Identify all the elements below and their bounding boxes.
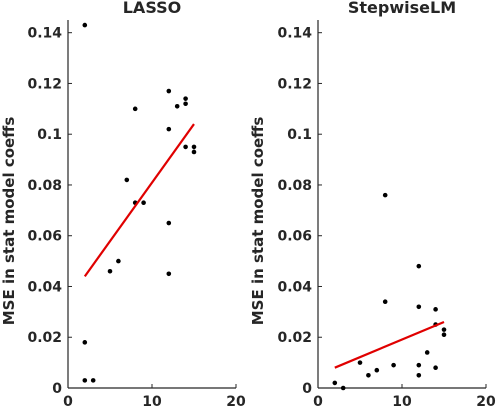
y-tick-label: 0.08 (277, 178, 312, 194)
data-point (416, 362, 422, 368)
data-point (191, 144, 197, 150)
data-point (132, 106, 138, 112)
data-point (441, 327, 447, 332)
data-point (357, 360, 363, 365)
y-tick-label: 0.14 (277, 26, 312, 42)
y-tick-label: 0.04 (27, 279, 62, 295)
data-point (332, 380, 338, 386)
data-point (124, 177, 130, 183)
data-point (174, 103, 180, 109)
y-tick-label: 0.14 (27, 26, 62, 42)
data-point (433, 365, 438, 370)
data-point (183, 96, 188, 101)
y-tick-label: 0.04 (277, 279, 312, 295)
data-point (391, 362, 396, 368)
data-point (116, 258, 121, 264)
data-point (166, 271, 172, 277)
data-point (433, 307, 438, 312)
y-tick-label: 0.02 (27, 330, 62, 346)
fit-line (83, 123, 195, 277)
x-tick-label: 10 (142, 394, 162, 408)
axes: 0 0.02 0.04 0.06 0.08 0.1 0.12 0.14 0 10 20 (277, 20, 496, 408)
chart-title: StepwiseLM (348, 0, 456, 17)
chart-title: LASSO (123, 0, 182, 17)
fit-line (334, 320, 445, 369)
data-point (90, 378, 96, 383)
x-tick-label: 0 (63, 394, 73, 408)
y-tick-label: 0.12 (277, 76, 312, 92)
data-point (416, 304, 422, 310)
marks (82, 22, 197, 383)
x-tick-label: 20 (226, 394, 246, 408)
data-point (107, 268, 113, 274)
data-point (82, 340, 88, 345)
data-point (82, 22, 88, 28)
data-point (382, 192, 388, 198)
data-point (374, 367, 380, 373)
data-point (166, 126, 172, 132)
y-tick-label: 0.02 (277, 330, 312, 346)
y-axis-label: MSE in stat model coeffs (249, 117, 267, 326)
x-tick-label: 0 (313, 394, 323, 408)
marks (332, 192, 447, 391)
data-point (183, 144, 188, 150)
data-point (366, 373, 371, 378)
x-tick-label: 20 (476, 394, 496, 408)
data-point (183, 101, 188, 107)
data-point (141, 200, 146, 206)
data-point (416, 263, 422, 269)
y-axis-label: MSE in stat model coeffs (0, 117, 18, 326)
data-point (340, 385, 346, 391)
axes: 0 0.02 0.04 0.06 0.08 0.1 0.12 0.14 0 10 20 (27, 20, 246, 408)
y-tick-label: 0 (302, 381, 312, 397)
y-tick-label: 0.1 (287, 127, 312, 143)
data-point (82, 378, 88, 383)
y-tick-label: 0.08 (27, 178, 62, 194)
y-tick-label: 0 (52, 381, 62, 397)
lasso-panel: LASSO MSE in stat model coeffs 0 0.02 0.04… (0, 0, 246, 408)
data-point (191, 149, 197, 155)
data-point (441, 332, 447, 338)
data-point (166, 220, 172, 226)
data-point (382, 299, 388, 305)
stepwiselm-panel: StepwiseLM MSE in stat model coeffs 0 0.0… (249, 0, 496, 408)
y-tick-label: 0.1 (37, 127, 62, 143)
y-tick-label: 0.12 (27, 76, 62, 92)
x-tick-label: 10 (392, 394, 412, 408)
y-tick-label: 0.06 (27, 229, 62, 245)
y-tick-label: 0.06 (277, 229, 312, 245)
data-point (416, 373, 422, 378)
data-point (166, 88, 172, 94)
data-point (424, 350, 430, 355)
